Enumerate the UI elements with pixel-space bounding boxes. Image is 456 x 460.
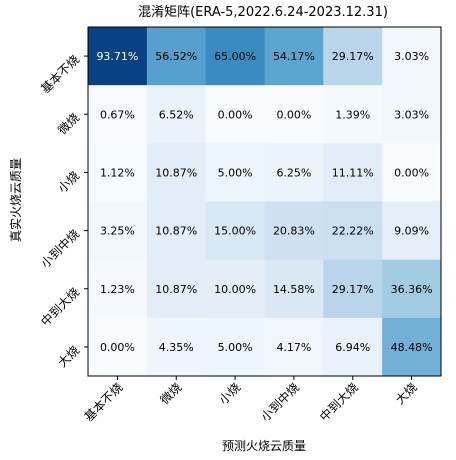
heatmap-cells: 93.71% 56.52% 65.00% 54.17% 29.17% 3.03% 0.67%… [88,27,442,377]
x-axis-ticks: 基本不烧 微烧 小烧 小到中烧 中到大烧 大烧 [82,376,420,424]
y-tick-label: 小烧 [55,169,82,196]
heatmap-cell [146,85,207,144]
x-tick-label: 大烧 [393,380,420,407]
heatmap-cell [146,259,207,319]
x-axis-title: 预测火烧云质量 [222,439,306,453]
cell-value-label: 0.00% [100,341,135,354]
cell-value-label: 6.52% [159,108,194,121]
cell-value-label: 29.17% [332,283,374,296]
cell-value-label: 14.58% [273,283,315,296]
cell-value-label: 10.87% [155,225,197,238]
heatmap-cell [323,27,383,86]
cell-value-label: 0.00% [218,108,253,121]
heatmap-cell [88,143,148,202]
x-tick-label: 中到大烧 [316,380,361,425]
x-tick-label: 基本不烧 [82,380,126,424]
cell-value-label: 15.00% [214,225,256,238]
cell-value-label: 6.94% [335,341,370,354]
heatmap-cell [88,317,148,377]
chart-title: 混淆矩阵(ERA-5,2022.6.24-2023.12.31) [138,5,388,20]
cell-value-label: 0.67% [100,108,135,121]
cell-value-label: 10.87% [155,283,197,296]
cell-value-label: 36.36% [391,283,433,296]
cell-value-label: 1.12% [100,166,135,179]
heatmap-cell [264,143,324,202]
heatmap-cell [264,317,324,377]
heatmap-cell [382,143,442,202]
x-tick-label: 微烧 [157,380,184,407]
heatmap-cell [88,259,148,319]
cell-value-label: 6.25% [276,166,311,179]
heatmap-cell [146,201,207,261]
cell-value-label: 22.22% [332,225,374,238]
cell-value-label: 9.09% [394,225,429,238]
cell-value-label: 93.71% [96,50,138,63]
heatmap-cell [264,27,324,86]
cell-value-label: 48.48% [391,341,433,354]
heatmap-cell [264,259,324,319]
heatmap-cell [323,201,383,261]
cell-value-label: 4.35% [159,341,194,354]
cell-value-label: 11.11% [332,166,374,179]
y-tick-label: 小到中烧 [38,226,83,271]
cell-value-label: 0.00% [394,166,429,179]
heatmap-cell [382,27,442,86]
cell-value-label: 56.52% [155,50,197,63]
cell-value-label: 3.03% [394,50,429,63]
heatmap-cell [146,317,207,377]
y-tick-label: 基本不烧 [38,52,82,96]
heatmap-cell [205,201,265,261]
cell-value-label: 20.83% [273,225,315,238]
heatmap-cell [323,259,383,319]
cell-value-label: 0.00% [276,108,311,121]
heatmap-cell [264,201,324,261]
heatmap-cell [88,27,148,86]
heatmap-cell [205,259,265,319]
cell-value-label: 10.87% [155,166,197,179]
cell-value-label: 5.00% [218,166,253,179]
cell-value-label: 4.17% [276,341,311,354]
cell-value-label: 3.25% [100,225,135,238]
y-tick-label: 微烧 [55,110,82,137]
cell-value-label: 1.39% [335,108,370,121]
heatmap-cell [323,143,383,202]
y-axis-title: 真实火烧云质量 [8,158,23,242]
heatmap-cell [264,85,324,144]
heatmap-cell [382,259,442,319]
heatmap-cell [323,85,383,144]
cell-value-label: 65.00% [214,50,256,63]
cell-value-label: 3.03% [394,108,429,121]
heatmap-cell [323,317,383,377]
y-tick-label: 中到大烧 [38,284,83,329]
heatmap-cell [205,317,265,377]
heatmap-cell [88,85,148,144]
plot-frame [87,26,442,377]
heatmap-cell [205,143,265,202]
heatmap-cell [146,27,207,86]
cell-value-label: 54.17% [273,50,315,63]
heatmap-cell [205,27,265,86]
heatmap-cell [382,85,442,144]
x-tick-label: 小到中烧 [257,380,302,425]
cell-value-label: 10.00% [214,283,256,296]
y-tick-label: 大烧 [55,343,82,370]
heatmap-cell [382,201,442,261]
x-tick-label: 小烧 [216,380,243,407]
cell-value-label: 1.23% [100,283,135,296]
heatmap-cell [205,85,265,144]
cell-value-label: 5.00% [218,341,253,354]
heatmap-cell [146,143,207,202]
cell-value-label: 29.17% [332,50,374,63]
heatmap-cell [88,201,148,261]
heatmap-cell [382,317,442,377]
